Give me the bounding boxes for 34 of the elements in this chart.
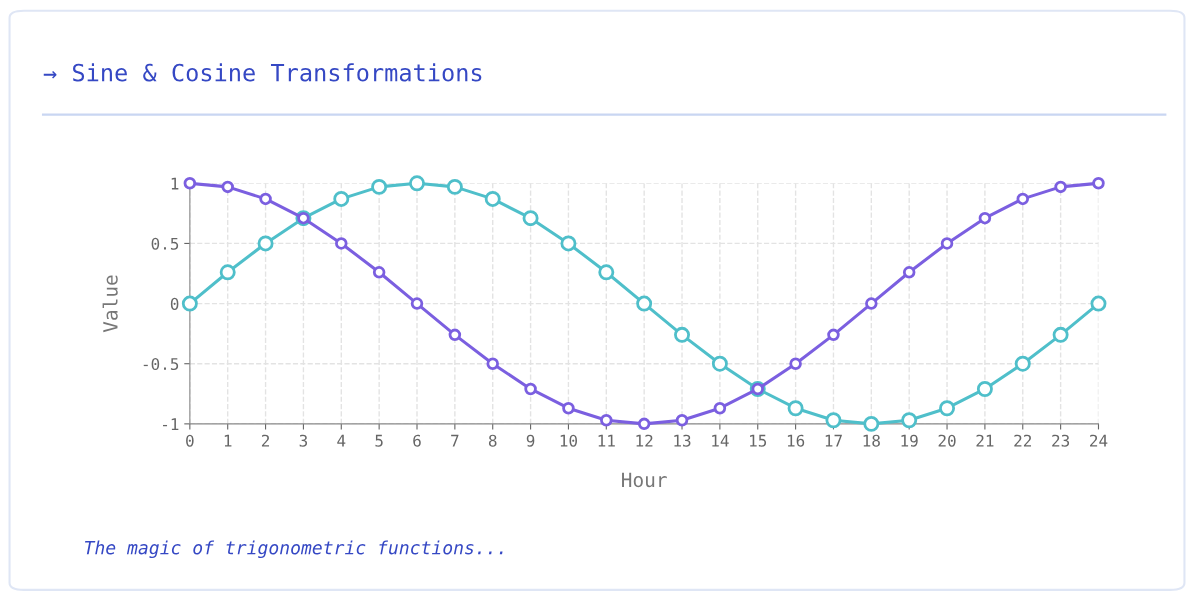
x-tick-label: 20	[938, 434, 956, 447]
x-tick-label: 16	[787, 434, 805, 447]
y-tick-label: -1	[162, 418, 179, 430]
x-tick-label: 6	[413, 434, 421, 447]
x-tick-label: 24	[1090, 434, 1108, 447]
x-tick-label: 17	[825, 434, 842, 447]
y-axis-title: Value	[102, 275, 118, 333]
x-tick-label: 21	[976, 434, 994, 447]
x-tick-label: 3	[299, 434, 308, 447]
x-tick-label: 5	[375, 434, 383, 447]
x-tick-label: 19	[901, 434, 918, 447]
x-tick-label: 18	[863, 434, 880, 447]
x-tick-label: 1	[224, 434, 232, 447]
y-tick-label: 0	[170, 297, 179, 310]
x-tick-label: 10	[560, 434, 578, 447]
chart-title: → Sine & Cosine Transformations	[43, 63, 482, 82]
x-tick-label: 9	[526, 434, 535, 447]
x-tick-label: 13	[674, 434, 691, 447]
x-tick-label: 14	[712, 434, 729, 447]
x-tick-label: 11	[598, 434, 615, 447]
x-tick-label: 15	[750, 434, 767, 447]
x-tick-label: 4	[337, 434, 346, 447]
x-tick-label: 2	[261, 434, 270, 447]
y-tick-label: 1	[171, 177, 179, 190]
y-tick-label: -0.5	[143, 357, 179, 371]
x-axis-title: Hour	[622, 472, 667, 488]
x-tick-label: 0	[186, 434, 194, 447]
x-tick-label: 23	[1052, 434, 1070, 447]
x-tick-label: 12	[636, 434, 653, 447]
x-tick-label: 7	[451, 434, 459, 447]
y-tick-label: 0.5	[151, 237, 179, 250]
text: The magic of trigonometric functions...	[84, 540, 503, 559]
x-tick-label: 22	[1014, 434, 1032, 447]
x-tick-label: 8	[488, 434, 497, 447]
